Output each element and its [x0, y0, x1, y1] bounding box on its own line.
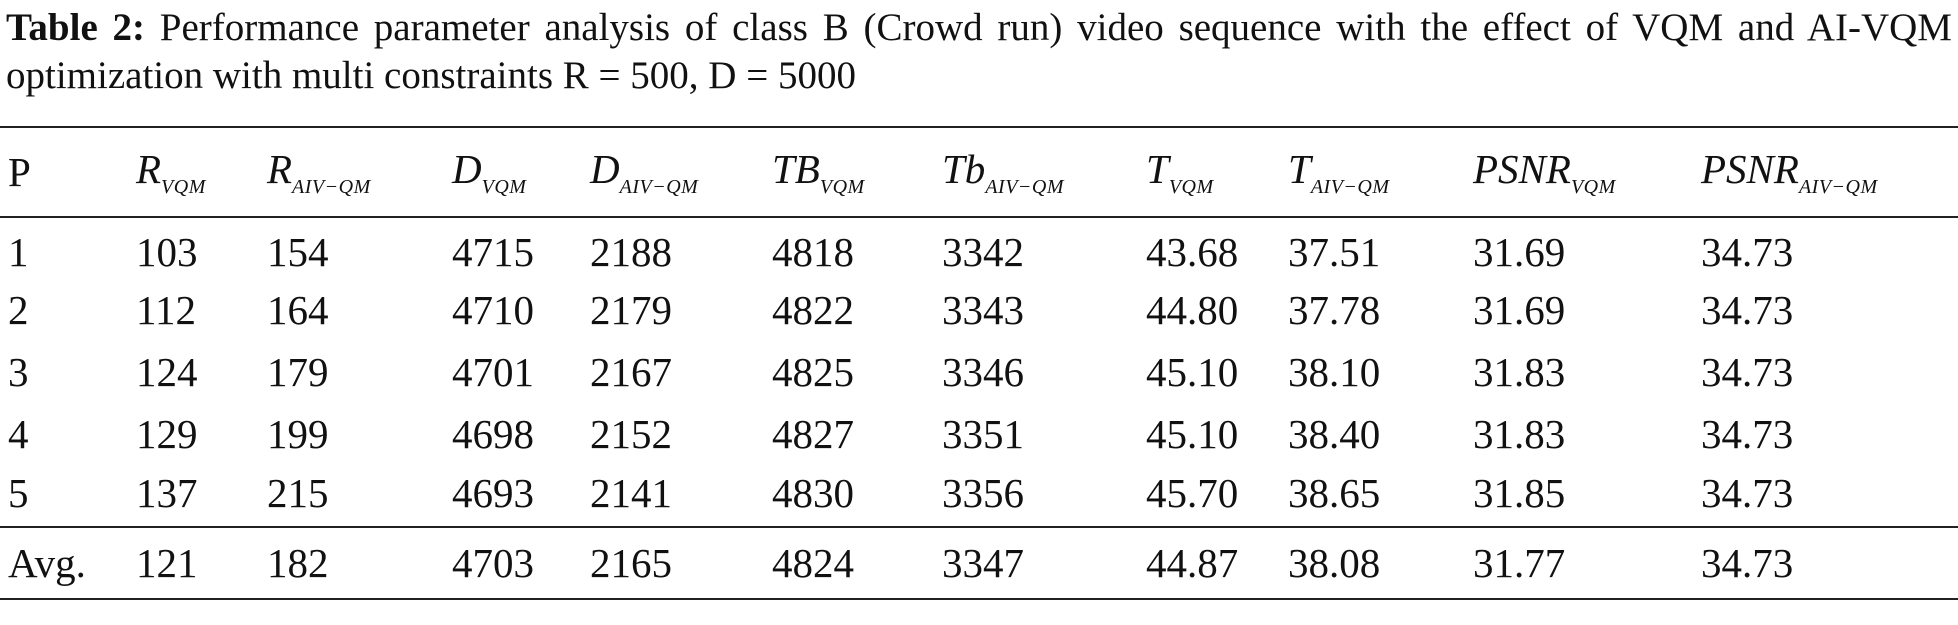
- table-cell: 3346: [942, 349, 1024, 395]
- header-cell-t-aiv-qm: TAIV−QM: [1280, 126, 1465, 218]
- header-cell-d-vqm: DVQM: [444, 126, 582, 218]
- table-cell: 4710: [452, 287, 534, 333]
- table-cell: 38.08: [1280, 526, 1465, 600]
- table-cell: 4822: [772, 287, 854, 333]
- table-cell: 3347: [934, 526, 1138, 600]
- table-cell: 38.10: [1288, 349, 1381, 395]
- table-cell: 38.40: [1288, 411, 1381, 457]
- table-cell: 2167: [590, 349, 672, 395]
- table-cell: 31.85: [1473, 469, 1566, 516]
- table-cell: 2152: [590, 411, 672, 457]
- table-cell: 31.83: [1473, 349, 1566, 395]
- table-cell: 199: [267, 411, 329, 457]
- header-cell-tb-aiv-qm: TbAIV−QM: [934, 126, 1138, 218]
- table-cell: 4701: [452, 349, 534, 395]
- table-cell: 4827: [772, 411, 854, 457]
- average-row: Avg. 121 182 4703 2165 4824 3347 44.87 3…: [0, 526, 1958, 600]
- table-cell: 3356: [942, 469, 1024, 516]
- caption-label: Table 2:: [6, 6, 146, 49]
- table-cell: 103: [136, 228, 198, 275]
- caption-text: Performance parameter analysis of class …: [6, 6, 1952, 97]
- table-cell: 37.78: [1288, 287, 1381, 333]
- table-cell: 129: [136, 411, 198, 457]
- table-cell: 44.80: [1146, 287, 1239, 333]
- table-cell: 124: [136, 349, 198, 395]
- header-cell-d-aiv-qm: DAIV−QM: [582, 126, 764, 218]
- table-cell: 2: [8, 287, 29, 333]
- table-row: 1 103 154 4715 2188 4818 3342 43.68 37.5…: [0, 217, 1958, 279]
- table-cell: 4818: [772, 228, 854, 275]
- table-cell: 31.69: [1473, 287, 1566, 333]
- table-cell: 137: [136, 469, 198, 516]
- table-cell: 34.73: [1701, 349, 1794, 395]
- header-row: P RVQM RAIV−QM DVQM DAIV−QM TBVQM TbAIV−…: [0, 126, 1958, 218]
- table-cell: 34.73: [1701, 287, 1794, 333]
- header-cell-psnr-aiv-qm: PSNRAIV−QM: [1693, 126, 1958, 218]
- table-cell: 5: [8, 469, 29, 516]
- table-cell: 2141: [590, 469, 672, 516]
- table-cell: 4824: [764, 526, 934, 600]
- table-cell: 34.73: [1701, 228, 1794, 275]
- table-cell: 4693: [452, 469, 534, 516]
- table-cell: 3: [8, 349, 29, 395]
- table-cell: 182: [259, 526, 444, 600]
- table-cell: 4698: [452, 411, 534, 457]
- table-cell: 3343: [942, 287, 1024, 333]
- table-cell: 2188: [590, 228, 672, 275]
- table-cell: 154: [267, 228, 329, 275]
- table-cell: 112: [136, 287, 196, 333]
- table-cell: 4: [8, 411, 29, 457]
- table-caption: Table 2: Performance parameter analysis …: [6, 4, 1952, 100]
- table-cell: 34.73: [1701, 411, 1794, 457]
- table-cell: 215: [267, 469, 329, 516]
- table-cell: 3351: [942, 411, 1024, 457]
- table-cell: 37.51: [1288, 228, 1381, 275]
- table-cell: 45.10: [1146, 411, 1239, 457]
- table-cell: 31.69: [1473, 228, 1566, 275]
- table-cell: Avg.: [0, 526, 128, 600]
- table-cell: 34.73: [1701, 469, 1794, 516]
- table-cell: 38.65: [1288, 469, 1381, 516]
- table-row: 2 112 164 4710 2179 4822 3343 44.80 37.7…: [0, 279, 1958, 341]
- header-cell-tb-vqm: TBVQM: [764, 126, 934, 218]
- table-cell: 121: [128, 526, 259, 600]
- table-cell: 34.73: [1693, 526, 1958, 600]
- table-cell: 45.70: [1146, 469, 1239, 516]
- table-cell: 179: [267, 349, 329, 395]
- header-cell-r-aiv-qm: RAIV−QM: [259, 126, 444, 218]
- table-cell: 4825: [772, 349, 854, 395]
- table-cell: 4830: [772, 469, 854, 516]
- table-row: 5 137 215 4693 2141 4830 3356 45.70 38.6…: [0, 465, 1958, 527]
- table-cell: 31.77: [1465, 526, 1693, 600]
- table-cell: 1: [8, 228, 29, 275]
- header-cell-p: P: [0, 126, 128, 218]
- table-cell: 45.10: [1146, 349, 1239, 395]
- table-row: 4 129 199 4698 2152 4827 3351 45.10 38.4…: [0, 403, 1958, 465]
- table-cell: 164: [267, 287, 329, 333]
- header-cell-t-vqm: TVQM: [1138, 126, 1280, 218]
- table-row: 3 124 179 4701 2167 4825 3346 45.10 38.1…: [0, 341, 1958, 403]
- table-cell: 2165: [582, 526, 764, 600]
- header-cell-psnr-vqm: PSNRVQM: [1465, 126, 1693, 218]
- table-cell: 4703: [444, 526, 582, 600]
- table-cell: 43.68: [1146, 228, 1239, 275]
- table-cell: 2179: [590, 287, 672, 333]
- header-cell-r-vqm: RVQM: [128, 126, 259, 218]
- performance-table: P RVQM RAIV−QM DVQM DAIV−QM TBVQM TbAIV−…: [0, 126, 1958, 600]
- table-cell: 44.87: [1138, 526, 1280, 600]
- table-cell: 4715: [452, 228, 534, 275]
- table-cell: 3342: [942, 228, 1024, 275]
- table-cell: 31.83: [1473, 411, 1566, 457]
